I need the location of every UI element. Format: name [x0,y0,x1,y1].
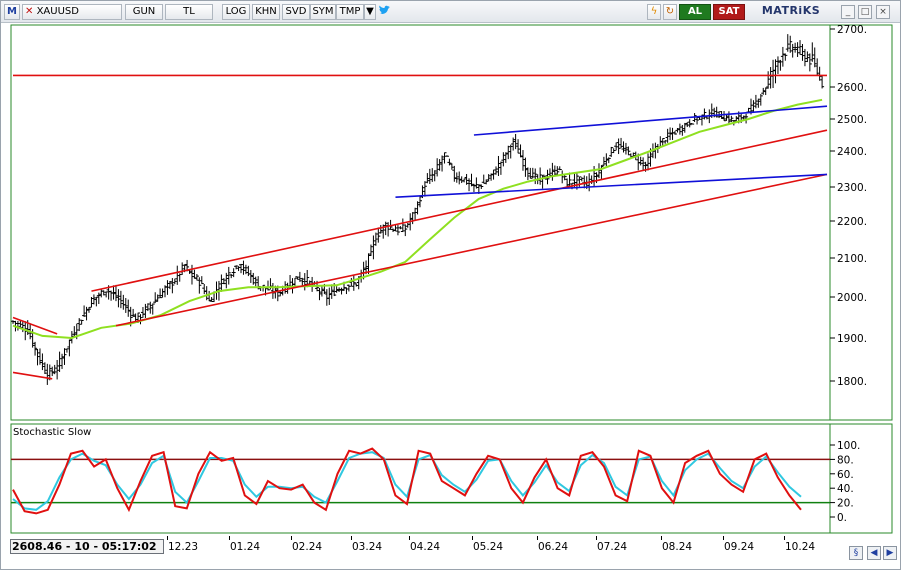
currency-button[interactable]: TL [165,4,213,20]
price-chart-panel[interactable]: 2700. 2600. 2500. 2400. 2300. 2200. 2100. 2000.… [1,24,900,422]
price-axis-label: 1900. [837,333,867,345]
stochastic-chart[interactable]: Stochastic Slow 100. 80. 60. 40. 20. 0. [1,423,900,535]
symbol-label: XAUUSD [36,6,79,17]
moving-average-line [12,98,823,340]
chart-toolbar: M ✕ XAUUSD GUN TL LOG KHN SVD SYM TMP ▼ … [1,1,900,23]
stoch-axis-label: 20. [837,498,854,510]
stoch-axis-label: 40. [837,483,854,495]
price-axis-frame [829,24,893,421]
time-axis-tick [661,536,662,540]
price-axis: 2700. 2600. 2500. 2400. 2300. 2200. 2100. 2000.… [830,24,867,388]
symbol-selector[interactable]: ✕ XAUUSD [22,4,122,20]
cursor-price-readout: 2608.46 - 10 - 05:17:02 [10,539,164,554]
brand-logo: MATRiKS [761,4,821,17]
time-axis-label: 08.24 [662,541,693,553]
time-axis-tick [472,536,473,540]
time-axis-label: 06.24 [538,541,569,553]
sell-button[interactable]: SAT [713,4,745,20]
khn-button[interactable]: KHN [252,4,280,20]
time-axis-tick [784,536,785,540]
stochastic-title: Stochastic Slow [13,427,91,438]
sync-icon[interactable]: § [849,546,863,560]
stochastic-axis: 100. 80. 60. 40. 20. 0. [830,440,860,524]
price-axis-label: 2700. [837,24,867,36]
price-axis-label: 2000. [837,292,867,304]
time-axis-label: 07.24 [597,541,628,553]
maximize-button[interactable]: □ [858,5,872,19]
red-trend-line [12,316,58,335]
price-axis-label: 2600. [837,82,867,94]
stoch-axis-label: 100. [837,440,860,452]
app-logo: M [4,4,20,20]
time-axis-label: 05.24 [473,541,504,553]
sym-button[interactable]: SYM [310,4,336,20]
time-axis-label: 03.24 [352,541,383,553]
red-trend-line [12,371,53,380]
tmp-button[interactable]: TMP [336,4,364,20]
twitter-bird-icon [378,5,390,14]
price-axis-label: 2200. [837,216,867,228]
lightning-icon[interactable]: ϟ [647,4,661,20]
stoch-axis-frame [829,423,893,534]
time-axis-label: 10.24 [785,541,816,553]
close-window-button[interactable]: × [876,5,890,19]
time-axis-label: 02.24 [292,541,323,553]
price-plot-frame [10,24,831,421]
time-axis-tick [723,536,724,540]
blue-trend-line [395,173,828,198]
price-axis-label: 2500. [837,114,867,126]
time-axis-label: 01.24 [230,541,261,553]
price-candles [11,34,825,385]
red-trend-line [91,129,828,292]
time-axis-bar: 2608.46 - 10 - 05:17:02 12.23 01.24 02.24 0… [1,536,900,569]
time-axis-tick [596,536,597,540]
twitter-icon[interactable] [377,4,391,20]
scroll-left-icon[interactable]: ◀ [867,546,881,560]
svd-button[interactable]: SVD [282,4,310,20]
blue-trend-line [473,105,828,136]
stoch-d-line [12,451,802,511]
close-icon[interactable]: ✕ [25,6,34,17]
log-button[interactable]: LOG [222,4,250,20]
stoch-axis-label: 60. [837,469,854,481]
time-axis-label: 09.24 [724,541,755,553]
time-axis-tick [537,536,538,540]
time-axis-tick [351,536,352,540]
time-axis-tick [167,536,168,540]
time-axis-tick [291,536,292,540]
refresh-icon[interactable]: ↻ [663,4,677,20]
stoch-axis-label: 80. [837,454,854,466]
price-axis-label: 1800. [837,376,867,388]
scroll-right-icon[interactable]: ▶ [883,546,897,560]
time-axis-label: 12.23 [168,541,199,553]
price-chart[interactable]: 2700. 2600. 2500. 2400. 2300. 2200. 2100. 2000.… [1,24,900,422]
red-trend-line [115,173,828,327]
price-axis-label: 2100. [837,253,867,265]
time-axis-tick [229,536,230,540]
stochastic-panel[interactable]: Stochastic Slow 100. 80. 60. 40. 20. 0. [1,423,900,535]
buy-button[interactable]: AL [679,4,711,20]
minimize-button[interactable]: _ [841,5,855,19]
stoch-axis-label: 0. [837,512,847,524]
price-axis-label: 2300. [837,182,867,194]
time-axis-label: 04.24 [410,541,441,553]
trend-lines[interactable] [12,74,828,380]
period-button[interactable]: GUN [125,4,163,20]
time-axis-tick [409,536,410,540]
stoch-plot-frame [10,423,831,534]
price-axis-label: 2400. [837,146,867,158]
dropdown-icon[interactable]: ▼ [364,4,376,20]
stoch-k-line [12,447,802,515]
